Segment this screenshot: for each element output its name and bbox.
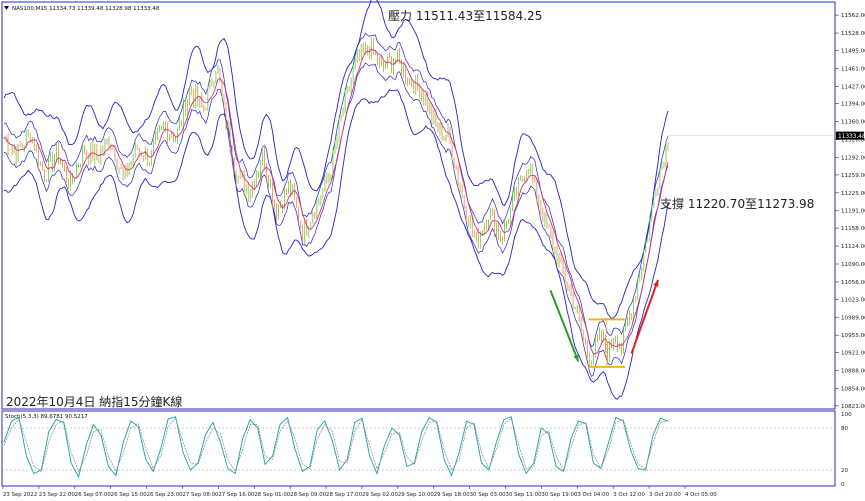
stoch-d-line	[3, 417, 669, 473]
price-axis: 11562.00 11528.00 11495.00 11461.00 11427.00…	[835, 13, 865, 410]
price-tick-label: 10989.00	[841, 315, 865, 321]
stoch-k-line	[3, 416, 669, 479]
time-tick-label: 27 Sep 08:00	[182, 492, 219, 498]
chart-caption: 2022年10月4日 納指15分鐘K線	[6, 394, 182, 409]
up-arrow	[630, 279, 659, 354]
time-tick-label: 30 Sep 03:00	[470, 492, 507, 498]
price-tick-label: 11495.00	[841, 48, 865, 54]
stoch-title: Stoch(5,3,3) 89.6781 90.5217	[5, 414, 88, 420]
time-tick-label: 3 Oct 20:00	[649, 492, 681, 498]
price-tick-label: 11292.00	[841, 155, 865, 161]
price-tick-label: 10955.00	[841, 333, 865, 339]
support-label: 支撐 11220.70至11273.98	[660, 197, 814, 211]
current-price-label: 11333.48	[838, 134, 865, 140]
price-tick-label: 11225.00	[841, 191, 865, 197]
stoch-tick-label: 80	[841, 426, 849, 432]
time-tick-label: 29 Sep 02:00	[362, 492, 399, 498]
time-tick-label: 28 Sep 09:00	[290, 492, 327, 498]
price-pane	[1, 1, 836, 410]
arrow-head	[653, 279, 659, 287]
price-tick-label: 11326.00	[841, 138, 865, 144]
header-triangle-icon	[4, 6, 9, 10]
resistance-label: 壓力 11511.43至11584.25	[388, 9, 542, 23]
price-tick-label: 11427.00	[841, 84, 865, 90]
stoch-tick-label: 0	[841, 482, 845, 488]
time-tick-label: 28 Sep 17:00	[326, 492, 363, 498]
price-tick-label: 11158.00	[841, 226, 865, 232]
time-tick-label: 3 Oct 04:00	[577, 492, 609, 498]
arrow-head	[573, 354, 579, 362]
time-tick-label: 30 Sep 11:00	[506, 492, 543, 498]
channel-upper-line	[3, 32, 669, 348]
stoch-pane	[1, 410, 836, 487]
price-label-bg	[836, 131, 864, 140]
price-tick-label: 11191.00	[841, 209, 865, 215]
price-tick-label: 11090.00	[841, 262, 865, 268]
time-tick-label: 29 Sep 10:00	[398, 492, 435, 498]
stoch-tick-label: 20	[841, 468, 849, 474]
time-tick-label: 26 Sep 23:00	[147, 492, 184, 498]
price-tick-label: 11124.00	[841, 244, 865, 250]
time-tick-label: 23 Sep 2022	[3, 492, 37, 498]
time-tick-label: 28 Sep 01:00	[254, 492, 291, 498]
time-tick-label: 27 Sep 16:00	[218, 492, 255, 498]
price-tick-label: 11259.00	[841, 173, 865, 179]
price-tick-label: 11023.00	[841, 297, 865, 303]
time-tick-label: 3 Oct 12:00	[613, 492, 645, 498]
price-tick-label: 11394.00	[841, 102, 865, 108]
time-tick-label: 26 Sep 15:00	[111, 492, 148, 498]
price-tick-label: 11562.00	[841, 13, 865, 19]
time-tick-label: 26 Sep 07:00	[75, 492, 112, 498]
price-tick-label: 10854.00	[841, 386, 865, 392]
time-tick-label: 30 Sep 19:00	[541, 492, 578, 498]
price-tick-label: 11528.00	[841, 31, 865, 37]
moving-average-line	[3, 48, 669, 355]
price-tick-label: 10821.00	[841, 404, 865, 410]
stoch-axis: 100 80 20 0	[841, 412, 852, 488]
symbol-header: NAS100,M15 11334.73 11339.48 11328.98 11…	[12, 6, 160, 12]
price-tick-label: 10922.00	[841, 351, 865, 357]
down-arrow	[549, 289, 580, 362]
price-plot	[3, 0, 835, 400]
stoch-plot	[2, 416, 835, 479]
price-tick-label: 11360.00	[841, 120, 865, 126]
envelope-upper-line	[3, 0, 669, 320]
time-tick-label: 4 Oct 05:00	[685, 492, 717, 498]
stoch-tick-label: 100	[841, 412, 852, 418]
time-tick-label: 29 Sep 18:00	[434, 492, 471, 498]
price-tick-label: 10888.00	[841, 369, 865, 375]
time-axis: 23 Sep 2022 23 Sep 22:00 26 Sep 07:00 26 Se…	[2, 486, 717, 498]
price-tick-label: 11056.00	[841, 280, 865, 286]
time-tick-label: 23 Sep 22:00	[39, 492, 76, 498]
price-tick-label: 11461.00	[841, 66, 865, 72]
